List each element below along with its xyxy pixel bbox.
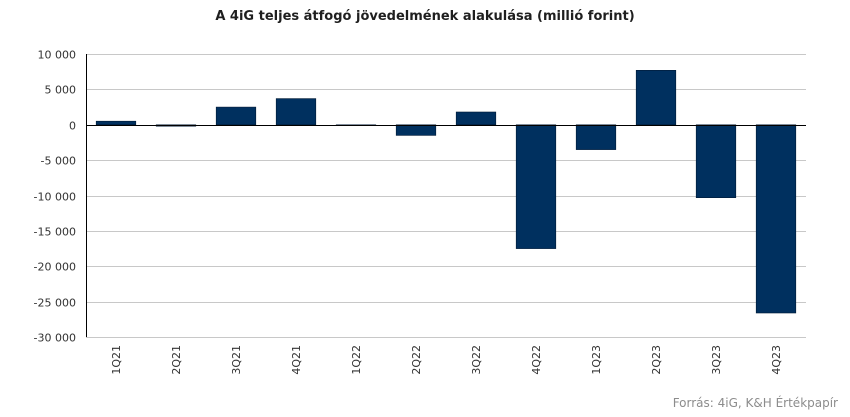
axes bbox=[86, 54, 806, 337]
bar-3q23 bbox=[695, 124, 737, 199]
x-tick-label: 1Q23 bbox=[590, 345, 603, 375]
bar-4q21 bbox=[275, 98, 317, 126]
x-tick-label: 3Q21 bbox=[230, 345, 243, 375]
x-axis-tick-labels: 1Q21 2Q21 3Q21 4Q21 1Q22 2Q22 3Q22 4Q22 1Q23 2Q23… bbox=[110, 345, 783, 375]
y-tick-label: -15 000 bbox=[34, 226, 76, 239]
x-tick-label: 4Q22 bbox=[530, 345, 543, 375]
y-tick-label: -30 000 bbox=[34, 332, 76, 345]
y-tick-label: 5 000 bbox=[45, 84, 77, 97]
bar-2q22 bbox=[395, 124, 437, 136]
x-tick-label: 4Q23 bbox=[770, 345, 783, 375]
x-tick-label: 2Q23 bbox=[650, 345, 663, 375]
y-tick-label: 10 000 bbox=[38, 49, 77, 62]
bar-3q21 bbox=[215, 106, 257, 126]
y-tick-label: -5 000 bbox=[41, 155, 76, 168]
x-tick-label: 4Q21 bbox=[290, 345, 303, 375]
x-tick-label: 1Q21 bbox=[110, 345, 123, 375]
y-tick-label: 0 bbox=[69, 120, 76, 133]
x-tick-label: 3Q23 bbox=[710, 345, 723, 375]
x-tick-label: 2Q21 bbox=[170, 345, 183, 375]
chart-title: A 4iG teljes átfogó jövedelmének alakulá… bbox=[215, 9, 635, 24]
bar-4q22 bbox=[515, 124, 557, 249]
bar-4q23 bbox=[755, 124, 797, 314]
bar-series bbox=[95, 70, 797, 314]
y-tick-label: -10 000 bbox=[34, 191, 76, 204]
bar-3q22 bbox=[455, 111, 497, 125]
y-tick-label: -20 000 bbox=[34, 261, 76, 274]
y-axis-tick-labels: 10 000 5 000 0 -5 000 -10 000 -15 000 -20 000 -… bbox=[34, 49, 76, 345]
x-tick-label: 3Q22 bbox=[470, 345, 483, 375]
x-tick-label: 1Q22 bbox=[350, 345, 363, 375]
bar-2q23 bbox=[635, 70, 677, 126]
x-tick-label: 2Q22 bbox=[410, 345, 423, 375]
bar-1q23 bbox=[575, 124, 617, 150]
y-tick-label: -25 000 bbox=[34, 297, 76, 310]
source-note: Forrás: 4iG, K&H Értékpapír bbox=[672, 396, 838, 410]
bar-1q21 bbox=[95, 120, 137, 125]
